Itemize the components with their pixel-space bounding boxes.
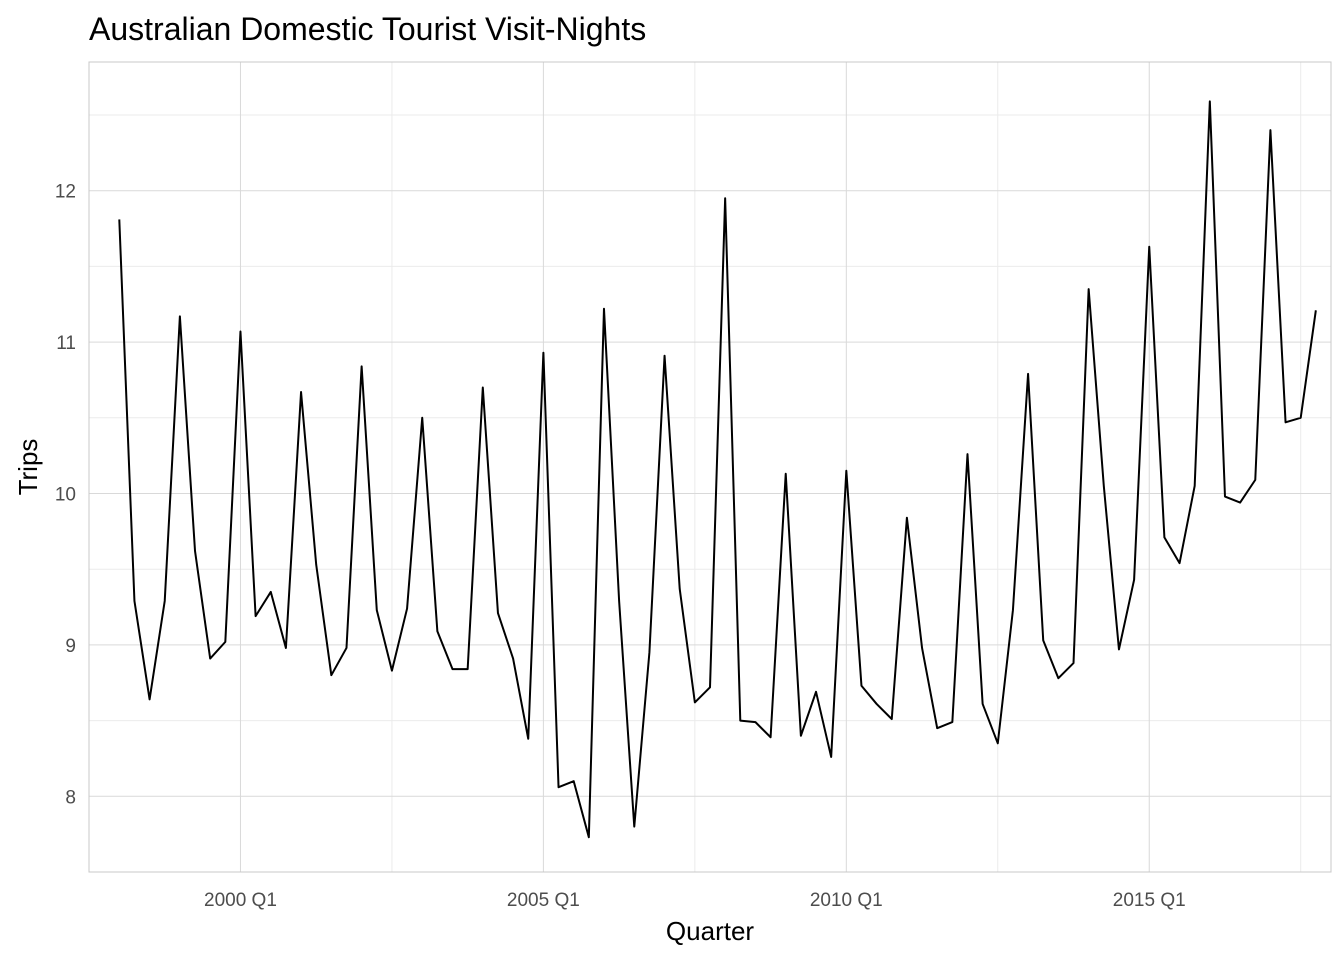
plot-panel-border — [88, 61, 1332, 873]
y-axis-title: Trips — [13, 439, 43, 496]
y-tick-label: 11 — [56, 333, 76, 354]
x-tick-label: 2000 Q1 — [204, 890, 277, 911]
y-tick-label: 10 — [55, 484, 76, 505]
chart-title: Australian Domestic Tourist Visit-Nights — [89, 11, 646, 47]
x-tick-label: 2010 Q1 — [810, 890, 883, 911]
y-axis-tick-labels: 8 9 10 11 12 — [55, 182, 76, 809]
minor-gridlines — [89, 62, 1331, 872]
x-tick-label: 2015 Q1 — [1113, 890, 1186, 911]
major-gridlines — [89, 62, 1331, 872]
y-tick-label: 9 — [65, 636, 76, 657]
x-tick-label: 2005 Q1 — [507, 890, 580, 911]
x-axis-title: Quarter — [666, 916, 754, 946]
y-tick-label: 8 — [65, 787, 76, 808]
x-axis-tick-labels: 2000 Q1 2005 Q1 2010 Q1 2015 Q1 — [204, 890, 1186, 911]
series-line — [118, 100, 1317, 839]
y-tick-label: 12 — [55, 182, 76, 203]
